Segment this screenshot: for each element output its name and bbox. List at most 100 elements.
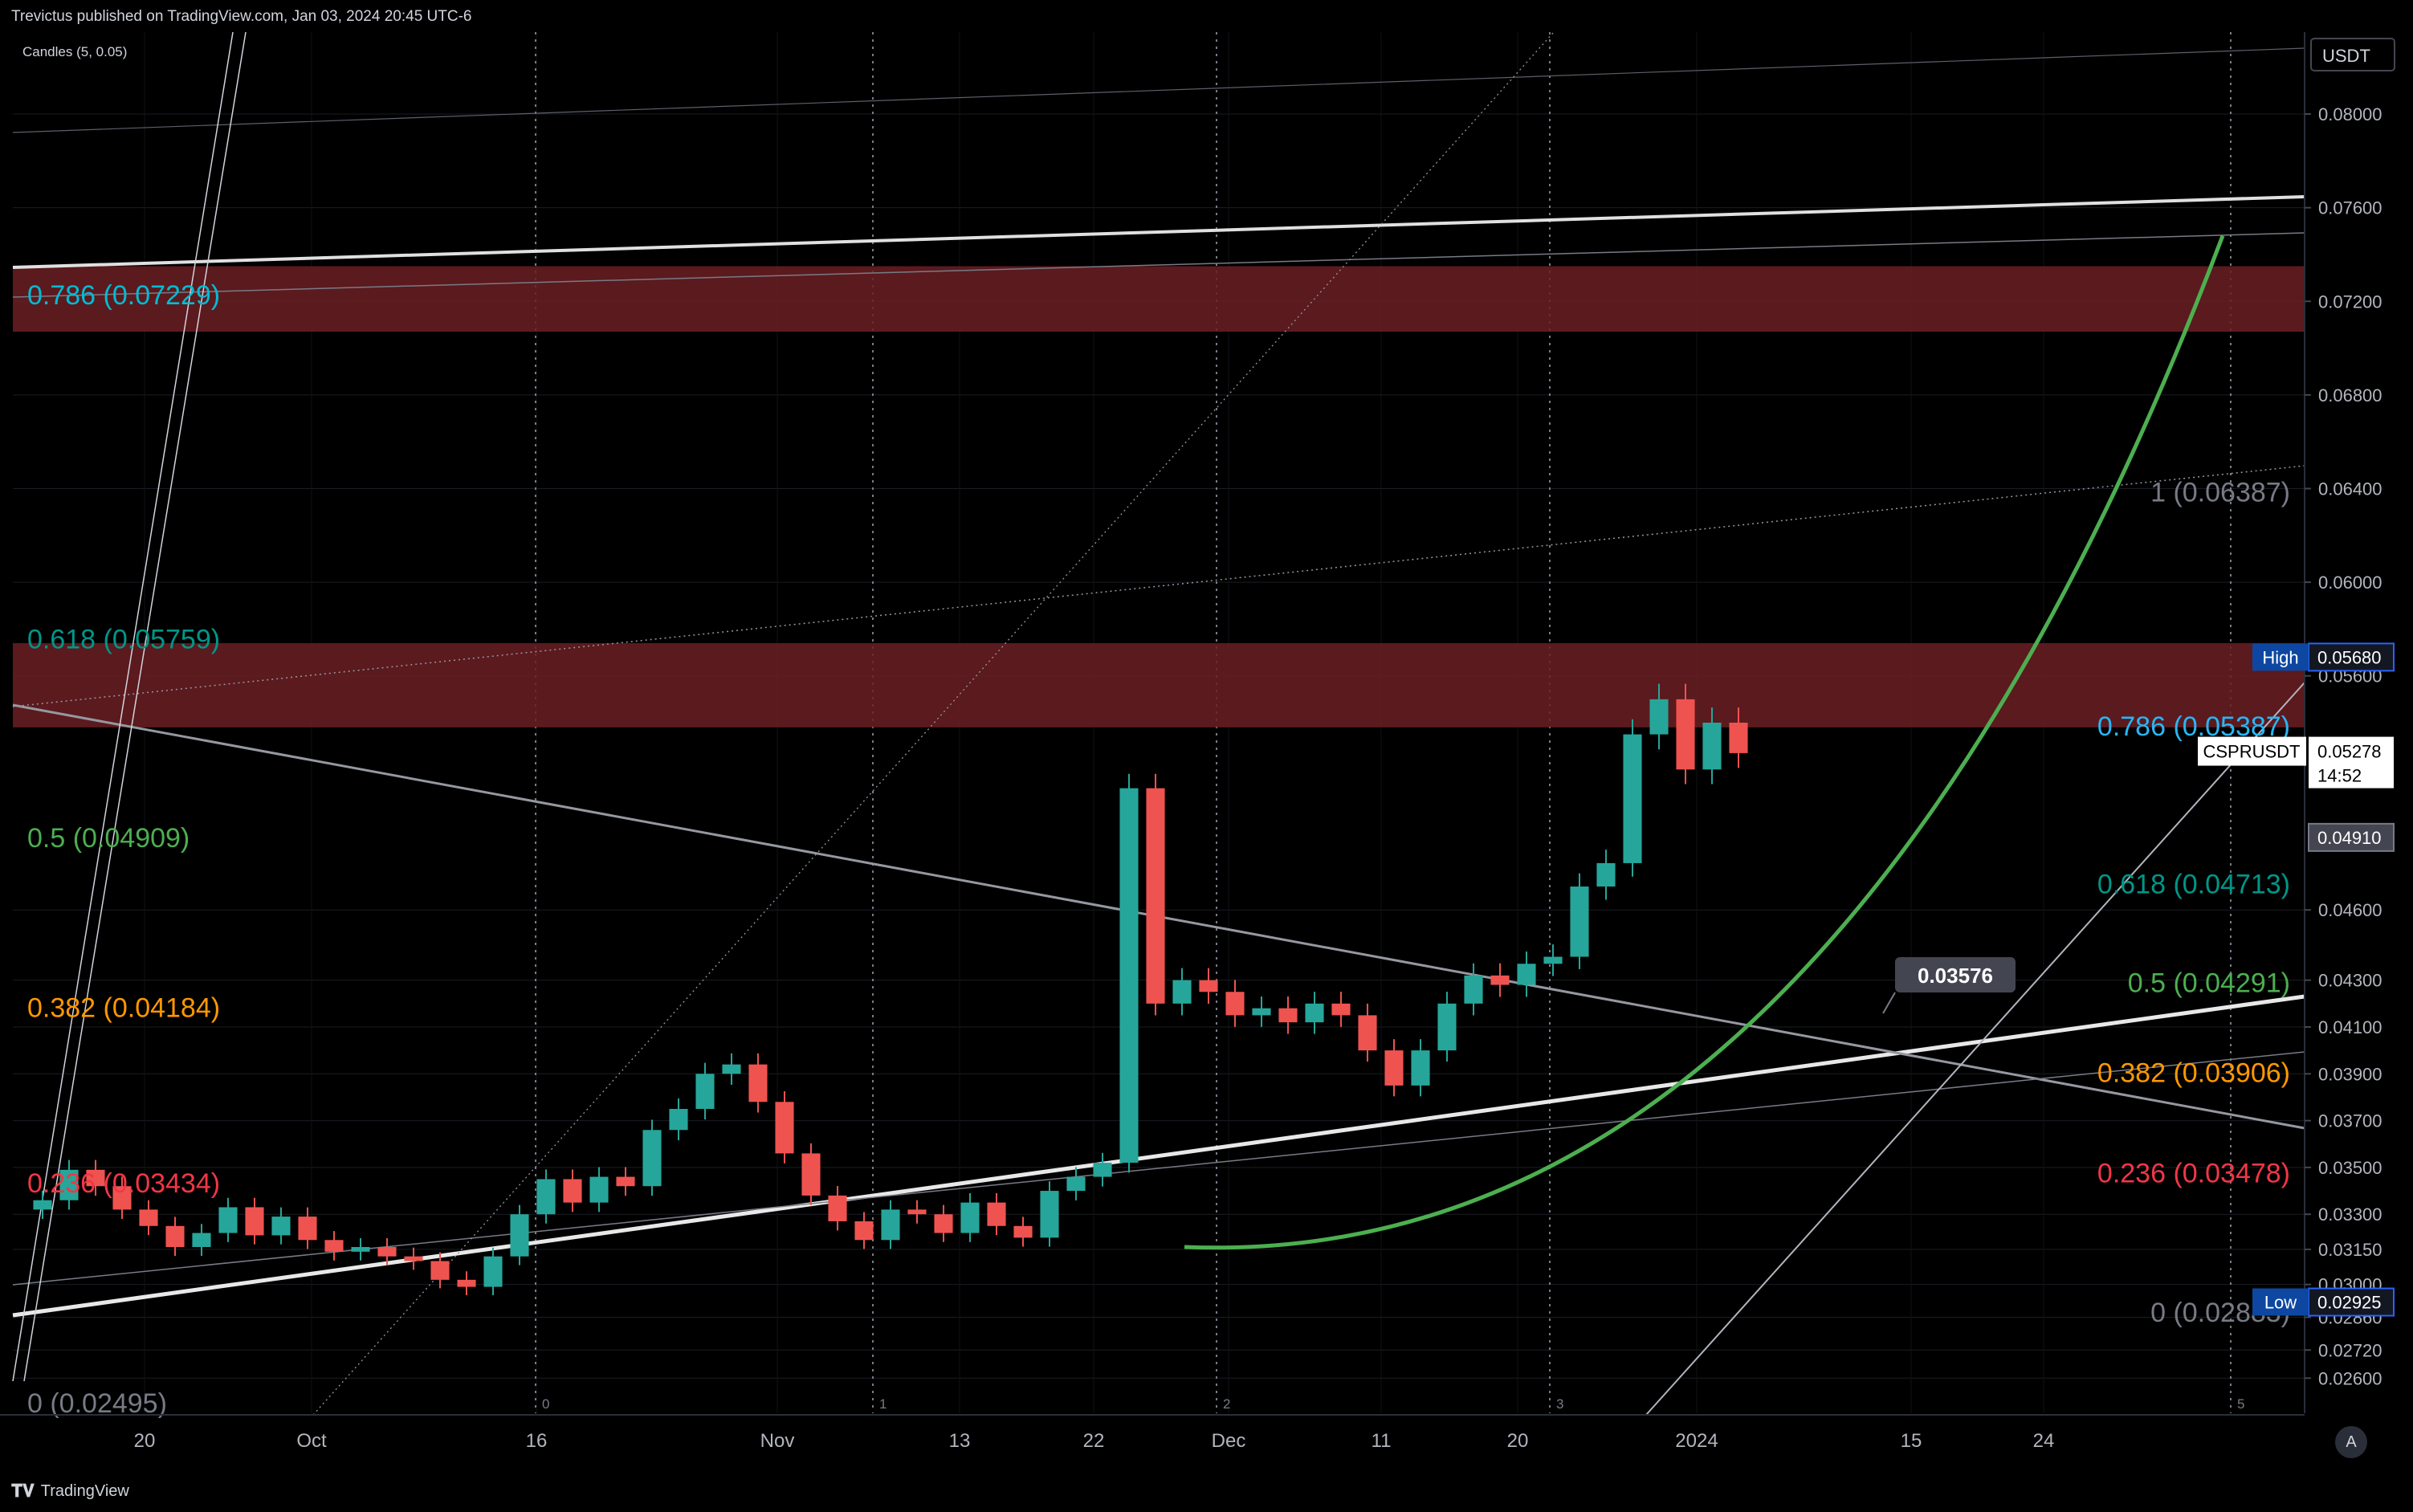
price-axis: USDT 0.08000 0.07600 0.07200 0.06800 0.06400 0…: [2304, 32, 2413, 1413]
time-tick-label: Nov: [760, 1430, 795, 1452]
fib-label-right: 1 (0.06387): [2150, 477, 2290, 507]
candle-body: [563, 1179, 582, 1203]
candle-body: [695, 1074, 715, 1110]
tradingview-logo-icon: 𝐓𝐕: [11, 1481, 35, 1501]
mid-channel-line: [12, 465, 2305, 707]
candle-body: [192, 1233, 211, 1248]
high-badge-value-box: [2308, 642, 2395, 672]
publisher-line: Trevictus published on TradingView.com, …: [11, 8, 472, 25]
price-tick-label: 0.03900: [2318, 1064, 2382, 1084]
fib-label-left: 0.236 (0.03434): [27, 1168, 220, 1199]
time-tick-label: Dec: [1212, 1430, 1246, 1452]
currency-badge: USDT: [2310, 38, 2395, 71]
candle-body: [1119, 788, 1139, 1164]
resistance-zone-middle: [13, 642, 2305, 727]
last-price-box: [2309, 736, 2394, 789]
candle-body: [1570, 886, 1589, 957]
indicator-label[interactable]: Candles (5, 0.05): [22, 44, 128, 59]
fib-label-right: 0.618 (0.04713): [2097, 869, 2290, 899]
cycle-label: 0: [542, 1396, 549, 1412]
candle-body: [1437, 1003, 1457, 1051]
candle-body: [271, 1217, 291, 1236]
candle-body: [1464, 975, 1483, 1004]
low-badge-label-box: [2252, 1288, 2309, 1316]
auto-scale-button[interactable]: A: [2335, 1426, 2367, 1458]
candle-body: [139, 1209, 158, 1226]
price-tick-label: 0.08000: [2318, 104, 2382, 124]
cycle-label: 2: [1223, 1396, 1230, 1412]
time-tick-label: 13: [949, 1430, 971, 1452]
time-tick-label: 24: [2033, 1430, 2055, 1452]
currency-badge-box: [2310, 38, 2395, 71]
candle-body: [1331, 1003, 1351, 1016]
price-axis-bg: [2305, 32, 2413, 1413]
high-badge-value: 0.05680: [2317, 647, 2382, 667]
candle-body: [616, 1176, 635, 1187]
candle-body: [907, 1209, 927, 1215]
footer-brand[interactable]: 𝐓𝐕 TradingView: [11, 1481, 129, 1502]
candle-body: [1199, 980, 1218, 992]
high-badge-label: High: [2262, 647, 2298, 667]
candle-body: [59, 1169, 79, 1200]
candle-body: [1623, 734, 1642, 863]
time-tick-label: 20: [1507, 1430, 1529, 1452]
candle-body: [642, 1130, 662, 1187]
candle-body: [86, 1169, 105, 1187]
fib-label-right: 0.786 (0.05387): [2097, 711, 2290, 742]
candle-body: [165, 1225, 185, 1248]
candle-body: [1702, 723, 1722, 770]
fib-label-right: 0.236 (0.03478): [2097, 1158, 2290, 1188]
level-badge: 0.04910: [2308, 822, 2395, 852]
candle-body: [748, 1064, 768, 1102]
candle-body: [1066, 1176, 1086, 1192]
candle-body: [669, 1109, 688, 1131]
candle-body: [298, 1217, 317, 1241]
candle-body: [934, 1214, 953, 1233]
low-badge-label: Low: [2264, 1293, 2297, 1313]
bar-countdown: 14:52: [2317, 766, 2362, 786]
callout-value: 0.03576: [1918, 964, 1993, 988]
resistance-zone-upper: [13, 266, 2305, 332]
speed-line-steep-b: [23, 31, 247, 1382]
fib-label-right: 0.382 (0.03906): [2097, 1058, 2290, 1089]
upper-trend-line: [12, 195, 2305, 269]
fib-label-right: 0.5 (0.04291): [2128, 968, 2290, 998]
time-tick-label: 11: [1372, 1430, 1392, 1452]
price-tick-label: 0.06000: [2318, 573, 2382, 593]
candle-body: [1278, 1008, 1298, 1023]
currency-label: USDT: [2322, 46, 2370, 66]
candle-body: [1411, 1050, 1430, 1086]
time-tick-label: 22: [1083, 1430, 1105, 1452]
candle-body: [1093, 1163, 1112, 1177]
lower-support-line: [12, 994, 2305, 1318]
speed-line-left: [312, 31, 1555, 1416]
candle-body: [960, 1202, 980, 1233]
callout-pointer: [1882, 992, 1896, 1014]
candle-body: [404, 1256, 423, 1261]
fib-label-left: 0.382 (0.04184): [27, 992, 220, 1023]
candle-body: [1172, 980, 1192, 1004]
time-tick-label: 20: [134, 1430, 156, 1452]
time-axis: 20 Oct 16 Nov 13 22 Dec 11 20 2024 15 24: [0, 1414, 2305, 1452]
low-badge-value-box: [2308, 1287, 2395, 1317]
candle-body: [33, 1200, 52, 1210]
candle-body: [510, 1214, 529, 1257]
time-tick-label: 15: [1901, 1430, 1922, 1452]
candle-body: [987, 1202, 1006, 1226]
candle-body: [722, 1064, 741, 1074]
level-badge-value-box: [2308, 822, 2395, 852]
speed-line-right: [1645, 682, 2305, 1416]
candle-body: [536, 1179, 556, 1215]
time-tick-label: Oct: [296, 1430, 327, 1452]
candle-body: [589, 1176, 609, 1203]
price-tick-label: 0.07600: [2318, 198, 2382, 218]
candle-body: [483, 1256, 503, 1287]
high-badge: 0.05680 High: [2252, 642, 2395, 672]
price-tick-label: 0.03500: [2318, 1158, 2382, 1178]
candle-body: [1013, 1225, 1033, 1238]
price-tick-label: 0.06800: [2318, 385, 2382, 406]
candle-body: [1040, 1191, 1059, 1238]
time-tick-label: 16: [526, 1430, 548, 1452]
